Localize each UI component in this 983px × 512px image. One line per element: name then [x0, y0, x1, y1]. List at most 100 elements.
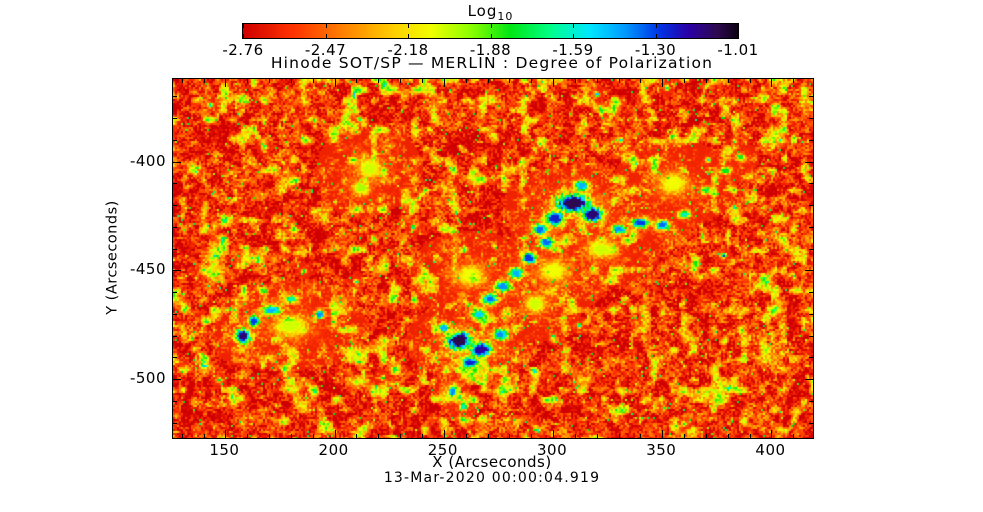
colorbar-tick [573, 24, 574, 28]
axis-tick [173, 183, 177, 184]
axis-tick [400, 79, 401, 83]
axis-tick [793, 434, 794, 438]
axis-tick [335, 430, 336, 438]
axis-tick [400, 434, 401, 438]
axis-tick [809, 292, 813, 293]
axis-tick [809, 401, 813, 402]
axis-tick [640, 434, 641, 438]
axis-tick [204, 79, 205, 83]
axis-tick [553, 79, 554, 87]
axis-tick [706, 79, 707, 83]
axis-tick [173, 162, 181, 163]
axis-tick [173, 118, 177, 119]
axis-tick [291, 79, 292, 83]
x-tick-label: 400 [755, 441, 786, 459]
axis-tick [809, 183, 813, 184]
axis-tick [173, 140, 177, 141]
x-tick-label: 300 [536, 441, 568, 459]
y-tick-label: -400 [129, 151, 166, 170]
colorbar-tick-label: -2.47 [304, 41, 347, 59]
colorbar-tick [408, 34, 409, 38]
axis-tick [488, 434, 489, 438]
colorbar-tick-label: -1.88 [469, 41, 512, 59]
colorbar-title-subscript: 10 [497, 10, 514, 23]
axis-tick [173, 314, 177, 315]
axis-tick [619, 434, 620, 438]
colorbar-title: Log10 [243, 2, 738, 23]
axis-tick [444, 430, 445, 438]
colorbar-tick [573, 34, 574, 38]
axis-tick [553, 430, 554, 438]
colorbar-tick-label: -2.18 [387, 41, 429, 59]
colorbar-tick [490, 34, 492, 38]
axis-tick [466, 79, 467, 83]
colorbar-title-text: Log [467, 2, 498, 20]
x-axis-label: X (Arcseconds) [432, 453, 552, 471]
colorbar-tick [738, 34, 739, 38]
axis-tick [422, 434, 423, 438]
axis-tick [684, 434, 685, 438]
axis-tick [173, 270, 181, 271]
axis-tick [575, 434, 576, 438]
axis-tick [269, 79, 270, 83]
axis-tick [173, 205, 177, 206]
plot-area [172, 78, 814, 439]
axis-tick [750, 79, 751, 83]
axis-tick [809, 336, 813, 337]
colorbar-tick-label: -1.01 [717, 41, 759, 59]
axis-tick [247, 434, 248, 438]
axis-tick [809, 96, 813, 97]
x-tick-label: 200 [318, 441, 349, 459]
axis-tick [422, 79, 423, 83]
axis-tick [182, 434, 183, 438]
heatmap-canvas [173, 79, 813, 438]
axis-tick [805, 162, 813, 163]
axis-tick [173, 336, 177, 337]
axis-tick [750, 434, 751, 438]
y-axis-label: Y (Arcseconds) [104, 200, 121, 315]
axis-tick [684, 79, 685, 83]
axis-tick [509, 79, 510, 83]
axis-tick [173, 227, 177, 228]
axis-tick [378, 79, 379, 83]
axis-tick [173, 379, 181, 380]
axis-tick [728, 79, 729, 83]
x-tick-label: 350 [646, 441, 677, 459]
axis-tick [662, 79, 663, 87]
x-tick-label: 150 [209, 441, 240, 459]
timestamp-label: 13-Mar-2020 00:00:04.919 [383, 470, 601, 486]
axis-tick [640, 79, 641, 83]
axis-tick [809, 357, 813, 358]
axis-tick [173, 249, 177, 250]
axis-tick [225, 79, 226, 87]
axis-tick [204, 434, 205, 438]
plot-title: Hinode SOT/SP — MERLIN : Degree of Polar… [270, 54, 714, 72]
axis-tick [182, 79, 183, 83]
axis-tick [313, 434, 314, 438]
axis-tick [809, 227, 813, 228]
axis-tick [291, 434, 292, 438]
colorbar-tick [655, 34, 657, 38]
axis-tick [356, 79, 357, 83]
axis-tick [173, 401, 177, 402]
colorbar-tick [325, 34, 327, 38]
axis-tick [378, 434, 379, 438]
axis-tick [771, 79, 772, 87]
axis-tick [809, 314, 813, 315]
colorbar-tick [243, 24, 244, 28]
axis-tick [619, 79, 620, 83]
axis-tick [444, 79, 445, 87]
colorbar-gradient [242, 23, 739, 39]
axis-tick [356, 434, 357, 438]
axis-tick [575, 79, 576, 83]
axis-tick [728, 434, 729, 438]
colorbar-tick [243, 34, 244, 38]
axis-tick [173, 292, 177, 293]
colorbar-tick [490, 24, 492, 28]
colorbar-tick [408, 24, 409, 28]
axis-tick [809, 423, 813, 424]
axis-tick [269, 434, 270, 438]
axis-tick [335, 79, 336, 87]
axis-tick [466, 434, 467, 438]
